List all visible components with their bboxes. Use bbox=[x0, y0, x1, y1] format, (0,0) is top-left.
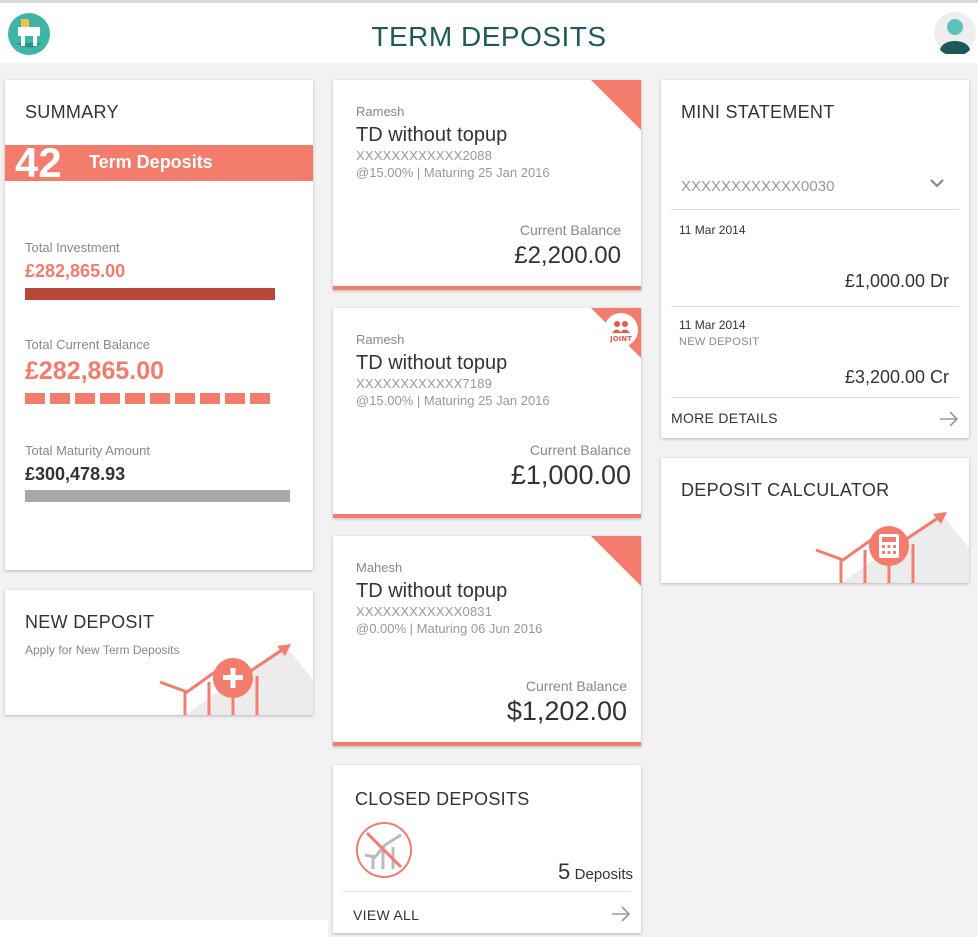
deposit-card[interactable]: Mahesh TD without topup XXXXXXXXXXXX0831… bbox=[333, 536, 641, 746]
account-select[interactable]: XXXXXXXXXXXX0030 bbox=[681, 178, 835, 195]
summary-title: SUMMARY bbox=[25, 102, 119, 122]
closed-count-label: Deposits bbox=[574, 866, 633, 883]
summary-count-banner: 42 Term Deposits bbox=[5, 139, 313, 186]
total-current-balance-bar bbox=[25, 393, 275, 404]
arrow-right-icon[interactable] bbox=[939, 410, 959, 428]
mini-statement-card: MINI STATEMENT XXXXXXXXXXXX0030 11 Mar 2… bbox=[661, 80, 969, 438]
deposit-rate: @0.00% | Maturing 06 Jun 2016 bbox=[356, 621, 543, 636]
view-all-link[interactable]: VIEW ALL bbox=[353, 907, 420, 923]
deposit-rate: @15.00% | Maturing 25 Jan 2016 bbox=[356, 393, 550, 408]
new-deposit-title: NEW DEPOSIT bbox=[25, 612, 155, 632]
total-investment-label: Total Investment bbox=[25, 240, 120, 255]
summary-count-label: Term Deposits bbox=[89, 152, 213, 172]
deposit-calculator-title: DEPOSIT CALCULATOR bbox=[681, 480, 890, 500]
divider bbox=[671, 209, 959, 210]
deposit-account: XXXXXXXXXXXX0831 bbox=[356, 604, 493, 619]
closed-deposits-card: CLOSED DEPOSITS 5 Deposits VIEW ALL bbox=[333, 765, 641, 933]
total-maturity-value: £300,478.93 bbox=[25, 464, 126, 484]
deposit-owner: Ramesh bbox=[356, 104, 405, 119]
calculator-growth-icon bbox=[815, 512, 969, 583]
top-border bbox=[0, 0, 978, 3]
transaction-description: NEW DEPOSIT bbox=[679, 336, 760, 348]
bottom-left-strip bbox=[0, 920, 328, 937]
divider bbox=[343, 891, 631, 892]
transaction-date: 11 Mar 2014 bbox=[679, 223, 746, 237]
app-header: TERM DEPOSITS bbox=[0, 3, 978, 63]
current-balance-label: Current Balance bbox=[519, 222, 621, 238]
closed-deposits-title: CLOSED DEPOSITS bbox=[355, 789, 530, 809]
page-title: TERM DEPOSITS bbox=[371, 21, 607, 52]
total-maturity-bar bbox=[25, 490, 290, 502]
joint-badge-label: JOINT bbox=[609, 335, 632, 343]
deposit-calculator-card[interactable]: DEPOSIT CALCULATOR bbox=[661, 458, 969, 583]
divider bbox=[671, 397, 959, 398]
deposit-name: TD without topup bbox=[356, 352, 508, 374]
deposit-name: TD without topup bbox=[356, 124, 508, 146]
card-accent-bar bbox=[333, 286, 641, 290]
current-balance-label: Current Balance bbox=[529, 442, 631, 458]
corner-ribbon-icon bbox=[591, 80, 641, 130]
deposit-rate: @15.00% | Maturing 25 Jan 2016 bbox=[356, 165, 550, 180]
deposit-owner: Ramesh bbox=[356, 332, 405, 347]
deposit-account: XXXXXXXXXXXX2088 bbox=[356, 148, 493, 163]
corner-ribbon-icon bbox=[591, 536, 641, 586]
current-balance-value: £2,200.00 bbox=[514, 242, 621, 269]
total-investment-value: £282,865.00 bbox=[25, 261, 126, 281]
app-logo-icon[interactable] bbox=[8, 13, 50, 55]
total-investment-bar bbox=[25, 288, 275, 300]
new-deposit-growth-icon bbox=[159, 644, 313, 715]
deposit-name: TD without topup bbox=[356, 580, 508, 602]
deposit-owner: Mahesh bbox=[356, 560, 403, 575]
current-balance-label: Current Balance bbox=[525, 678, 627, 694]
transaction-amount: £3,200.00 Cr bbox=[844, 367, 949, 387]
divider bbox=[671, 306, 959, 307]
new-deposit-card[interactable]: NEW DEPOSIT Apply for New Term Deposits bbox=[5, 590, 313, 715]
card-accent-bar bbox=[333, 742, 641, 746]
summary-count: 42 bbox=[15, 139, 62, 186]
transaction-amount: £1,000.00 Dr bbox=[844, 271, 949, 291]
closed-deposits-count: 5 Deposits bbox=[558, 859, 633, 885]
total-current-balance-value: £282,865.00 bbox=[25, 357, 165, 385]
total-maturity-label: Total Maturity Amount bbox=[25, 443, 150, 458]
new-deposit-subtitle: Apply for New Term Deposits bbox=[25, 643, 180, 657]
current-balance-value: $1,202.00 bbox=[506, 696, 627, 726]
current-balance-value: £1,000.00 bbox=[510, 460, 631, 490]
closed-count-number: 5 bbox=[557, 859, 571, 884]
user-avatar-icon[interactable] bbox=[934, 12, 976, 54]
more-details-link[interactable]: MORE DETAILS bbox=[671, 410, 778, 426]
deposit-account: XXXXXXXXXXXX7189 bbox=[356, 376, 493, 391]
card-accent-bar bbox=[333, 514, 641, 518]
arrow-right-icon[interactable] bbox=[611, 905, 631, 923]
summary-card: SUMMARY 42 Term Deposits Total Investmen… bbox=[5, 80, 313, 570]
transaction-date: 11 Mar 2014 bbox=[679, 318, 746, 332]
deposit-card[interactable]: Ramesh TD without topup XXXXXXXXXXXX2088… bbox=[333, 80, 641, 290]
joint-account-icon: JOINT bbox=[591, 308, 641, 358]
closed-deposits-icon bbox=[356, 822, 412, 878]
chevron-down-icon[interactable] bbox=[929, 176, 945, 190]
mini-statement-title: MINI STATEMENT bbox=[681, 102, 835, 122]
deposit-card[interactable]: JOINT Ramesh TD without topup XXXXXXXXXX… bbox=[333, 308, 641, 518]
total-current-balance-label: Total Current Balance bbox=[25, 337, 151, 352]
